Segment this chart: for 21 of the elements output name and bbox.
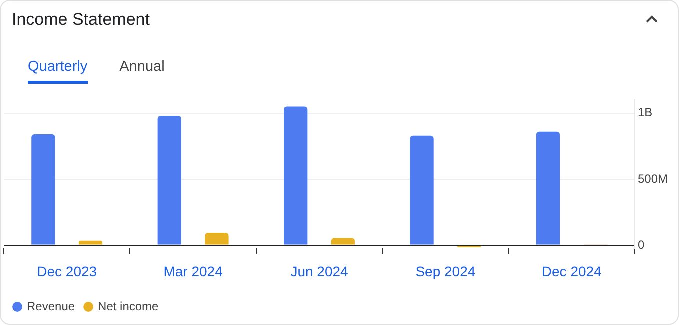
x-tick-label: Dec 2024: [542, 263, 602, 280]
x-tick-label: Dec 2023: [37, 263, 98, 280]
x-tick-label: Sep 2024: [416, 263, 476, 280]
legend-label: Revenue: [27, 299, 76, 314]
bar: [536, 132, 560, 245]
x-tick-label: Jun 2024: [290, 263, 349, 280]
bar: [284, 106, 308, 245]
bar: [205, 233, 229, 245]
chart-title: Income Statement: [12, 10, 150, 30]
y-tick-label: 1B: [638, 106, 653, 120]
bar: [78, 240, 103, 245]
bar: [410, 136, 434, 245]
legend-label: Net income: [98, 299, 160, 314]
bar: [158, 116, 182, 245]
bar: [32, 134, 56, 245]
y-tick-label: 0: [638, 238, 645, 252]
text: Annual: [120, 59, 165, 77]
y-tick-label: 500M: [638, 172, 668, 186]
text: Quarterly: [28, 59, 88, 84]
x-tick-label: Mar 2024: [164, 263, 224, 280]
bar: [331, 238, 355, 245]
